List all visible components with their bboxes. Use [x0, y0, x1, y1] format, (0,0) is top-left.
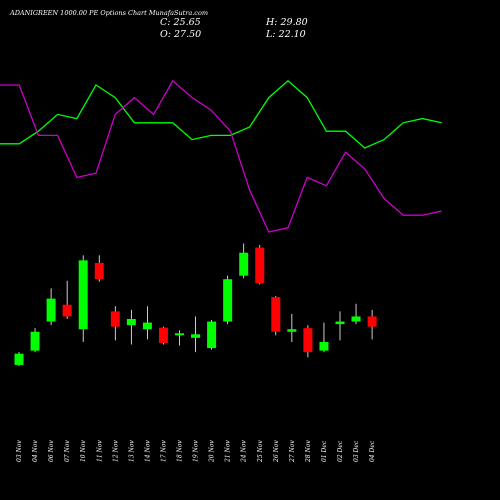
candle: [367, 309, 377, 340]
candle: [191, 316, 201, 353]
candle-body-down: [110, 311, 120, 327]
candle-body-up: [175, 333, 184, 336]
x-tick-label: 06 Nov: [48, 440, 55, 462]
candle-body-up: [335, 321, 345, 325]
candle-body-up: [14, 353, 24, 365]
x-tick-label: 03 Nov: [16, 440, 23, 462]
candle-body-down: [62, 304, 72, 317]
x-tick-label: 01 Dec: [321, 440, 328, 462]
candle: [223, 275, 233, 325]
candle-body-up: [126, 319, 136, 326]
x-tick-label: 19 Nov: [193, 440, 200, 462]
close-value: C: 25.65: [160, 17, 201, 28]
candle: [271, 296, 281, 336]
candle-body-down: [271, 297, 281, 332]
candle-body-up: [287, 329, 297, 332]
candle: [255, 245, 265, 285]
x-tick-label: 24 Nov: [241, 440, 248, 463]
candle-body-down: [367, 316, 377, 327]
candle: [126, 309, 136, 345]
x-tick-label: 10 Nov: [80, 440, 87, 462]
candle-body-down: [158, 327, 168, 343]
high-value: H: 29.80: [266, 17, 308, 28]
candle-body-up: [319, 341, 329, 351]
x-tick-label: 27 Nov: [289, 440, 296, 463]
chart-title: ADANIGREEN 1000.00 PE Options Chart Muna…: [10, 9, 209, 17]
x-tick-label: 11 Nov: [96, 440, 103, 462]
low-value: L: 22.10: [266, 29, 306, 40]
candlesticks: [14, 243, 377, 366]
candle-body-up: [142, 322, 152, 330]
candle-body-up: [30, 331, 40, 351]
x-tick-label: 28 Nov: [305, 440, 312, 463]
candle-body-up: [78, 260, 88, 330]
candle: [287, 313, 297, 342]
candle-body-up: [191, 334, 201, 338]
x-tick-label: 25 Nov: [257, 440, 264, 463]
open-value: O: 27.50: [160, 29, 202, 40]
candle: [207, 320, 217, 350]
x-tick-label: 12 Nov: [112, 440, 119, 462]
candle: [110, 306, 120, 341]
candle: [335, 311, 345, 341]
candle: [14, 352, 24, 366]
candle-body-down: [303, 328, 313, 353]
candle: [158, 326, 168, 345]
candle-body-up: [207, 321, 217, 349]
x-tick-label: 17 Nov: [160, 440, 167, 462]
x-tick-label: 13 Nov: [128, 440, 135, 462]
candle: [62, 280, 72, 319]
candle-body-down: [255, 247, 265, 284]
x-tick-label: 14 Nov: [144, 440, 151, 462]
candle-body-up: [351, 316, 361, 322]
candle: [30, 328, 40, 353]
x-tick-label: 21 Nov: [225, 440, 232, 463]
candle: [46, 288, 56, 326]
candle: [78, 255, 88, 342]
x-tick-label: 26 Nov: [273, 440, 280, 463]
x-tick-label: 04 Nov: [32, 440, 39, 462]
indicator-line-2: [0, 79, 442, 233]
x-tick-label: 02 Dec: [337, 440, 344, 462]
x-tick-label: 20 Nov: [209, 440, 216, 463]
candle: [175, 330, 184, 346]
indicator-lines: [0, 79, 442, 233]
candle: [142, 306, 152, 340]
x-tick-label: 07 Nov: [64, 440, 71, 462]
indicator-line-1: [0, 79, 442, 149]
x-tick-label: 04 Dec: [369, 440, 376, 462]
x-tick-label: 18 Nov: [177, 440, 184, 462]
candle-body-up: [223, 279, 233, 322]
candle-body-up: [239, 252, 249, 276]
candle: [319, 322, 329, 353]
x-tick-label: 03 Dec: [353, 440, 360, 462]
x-axis-labels: 03 Nov 04 Nov 06 Nov 07 Nov 10 Nov 11 Nov 12 N…: [16, 440, 376, 463]
candle: [351, 303, 361, 325]
candle: [94, 255, 104, 282]
candle: [303, 325, 313, 358]
candle: [239, 243, 249, 279]
candle-body-down: [94, 262, 104, 280]
candle-body-up: [46, 298, 56, 322]
